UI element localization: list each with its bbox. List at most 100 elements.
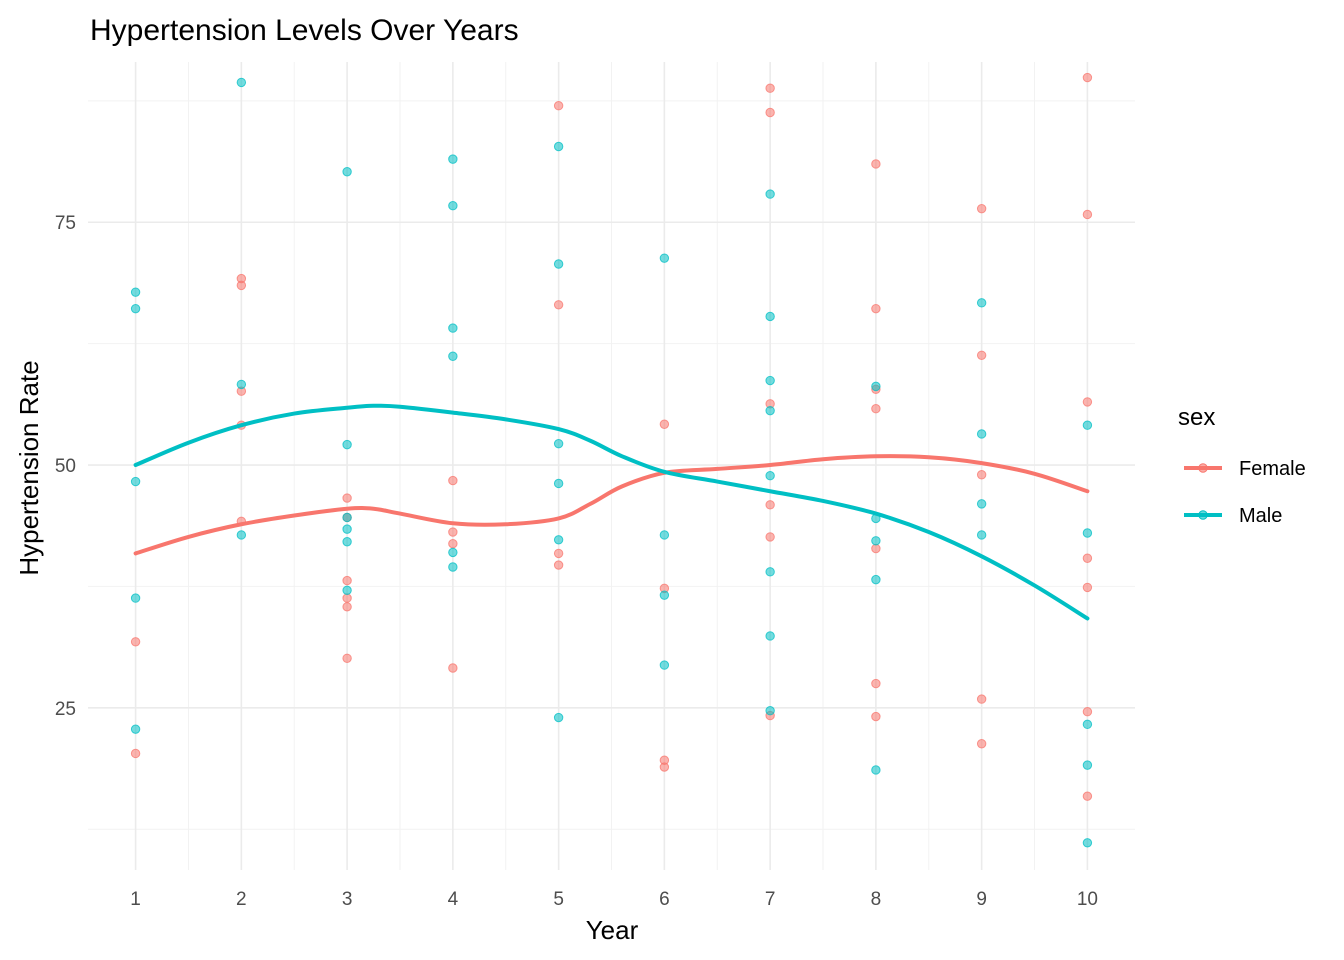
y-tick-label: 25 [55,699,76,720]
data-point-female [553,548,564,559]
data-point-female [553,560,564,570]
x-tick-label: 7 [765,889,776,910]
data-point-female [659,419,670,429]
data-point-female [871,543,881,554]
data-point-female [448,538,458,549]
chart-title: Hypertension Levels Over Years [90,14,519,47]
data-point-male [976,298,987,308]
data-point-female [765,500,775,510]
data-point-male [553,438,564,449]
data-point-male [236,530,247,540]
data-point-male [342,524,352,534]
data-point-female [871,303,881,314]
data-point-male [1082,420,1093,430]
data-point-female [1082,707,1093,717]
data-point-male [765,471,775,481]
grid [88,62,1135,870]
data-point-female [659,762,670,772]
legend-item-male: Male [1184,505,1282,527]
data-point-male [553,535,564,545]
data-point-male [553,478,564,489]
legend: sex Female Male [1178,404,1306,527]
y-tick-label: 75 [55,213,76,234]
data-point-female [976,350,987,360]
data-point-female [1082,397,1093,407]
data-point-female [976,470,987,480]
x-tick-label: 5 [553,889,564,910]
data-point-female [553,300,564,310]
data-point-female [448,475,458,486]
data-point-female [1082,791,1093,801]
legend-item-female: Female [1184,458,1306,480]
data-point-male [659,253,670,263]
data-point-female [342,653,352,663]
data-point-male [342,167,352,177]
data-point-female [553,101,564,111]
data-point-male [1082,719,1093,730]
x-tick-label: 2 [236,889,247,910]
data-point-female [871,678,881,689]
data-point-male [342,439,352,450]
data-point-male [448,547,458,558]
data-point-male [130,593,141,603]
x-axis-title: Year [586,915,639,945]
data-point-female [765,107,775,118]
data-point-female [342,575,352,586]
y-tick-label: 50 [55,456,76,477]
data-point-male [1082,760,1093,770]
data-point-female [448,527,458,537]
legend-label: Male [1239,505,1282,527]
data-point-male [1082,838,1093,848]
data-point-male [871,574,881,585]
y-axis-title: Hypertension Rate [14,360,44,575]
data-point-female [130,637,141,647]
data-point-male [448,351,458,361]
scatter-points [130,72,1093,848]
data-point-male [976,429,987,439]
smooth-lines [133,403,1090,621]
data-point-female [342,593,352,603]
data-point-female [976,203,987,214]
data-point-male [976,499,987,509]
data-point-male [130,287,141,297]
data-point-female [448,663,458,673]
data-point-male [765,706,775,716]
data-point-male [765,405,775,416]
data-point-male [448,562,458,572]
data-point-female [342,493,352,503]
data-point-female [871,159,881,169]
data-point-male [130,476,141,487]
smooth-line-male [133,403,1090,621]
data-point-female [976,694,987,704]
data-point-male [448,154,458,164]
smooth-line-female [133,454,1090,556]
legend-label: Female [1239,458,1306,480]
data-point-female [765,532,775,542]
legend-point [1198,463,1208,473]
data-point-female [1082,72,1093,83]
axis-ticks: 1 2 3 4 5 6 7 8 9 10 25 50 75 [55,213,1098,910]
data-point-male [236,77,247,88]
data-point-male [765,567,775,577]
data-point-female [871,404,881,414]
data-point-male [553,141,564,152]
x-tick-label: 10 [1077,889,1098,910]
data-point-male [871,381,881,392]
legend-point [1198,510,1208,520]
data-point-male [130,303,141,314]
data-point-male [342,512,352,523]
data-point-male [659,530,670,540]
x-tick-label: 9 [976,889,987,910]
data-point-female [1082,582,1093,593]
data-point-male [1082,528,1093,538]
data-point-female [765,83,775,93]
x-tick-label: 8 [871,889,882,910]
data-point-male [765,631,775,641]
data-point-female [1082,553,1093,563]
data-point-female [976,739,987,749]
x-tick-label: 1 [130,889,141,910]
data-point-female [130,748,141,759]
data-point-female [342,602,352,612]
x-tick-label: 4 [448,889,459,910]
data-point-male [342,537,352,547]
